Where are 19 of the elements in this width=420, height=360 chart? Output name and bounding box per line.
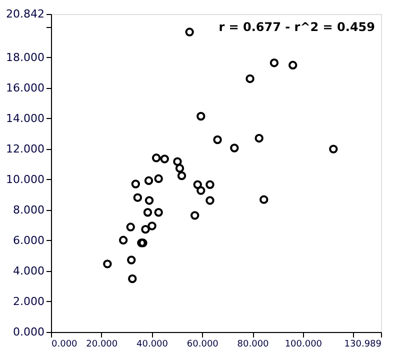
y-tick-label: 6.000 (13, 234, 44, 247)
x-tick-label: 0.000 (52, 340, 78, 350)
x-tick-label: 20.000 (86, 340, 118, 350)
y-tick-label: 14.000 (6, 112, 44, 125)
y-tick-label: 18.000 (6, 50, 44, 64)
annotation: r = 0.677 - r^2 = 0.459 (218, 20, 375, 34)
y-tick-label: 20.842 (6, 8, 44, 20)
x-tick-label: 80.000 (237, 340, 270, 350)
y-tick-label: 10.000 (6, 172, 44, 186)
y-tick-label: 4.000 (13, 264, 44, 278)
x-tick-label: 100.000 (284, 340, 322, 350)
y-tick-label: 0.000 (13, 326, 44, 338)
y-tick-label: 16.000 (6, 81, 44, 94)
x-tick-label: 60.000 (186, 340, 219, 350)
y-tick-label: 8.000 (13, 203, 44, 216)
y-tick-label: 2.000 (13, 294, 44, 308)
x-tick-label: 130.989 (344, 340, 382, 350)
x-tick-label: 40.000 (136, 340, 168, 350)
y-tick-label: 12.000 (6, 142, 44, 156)
